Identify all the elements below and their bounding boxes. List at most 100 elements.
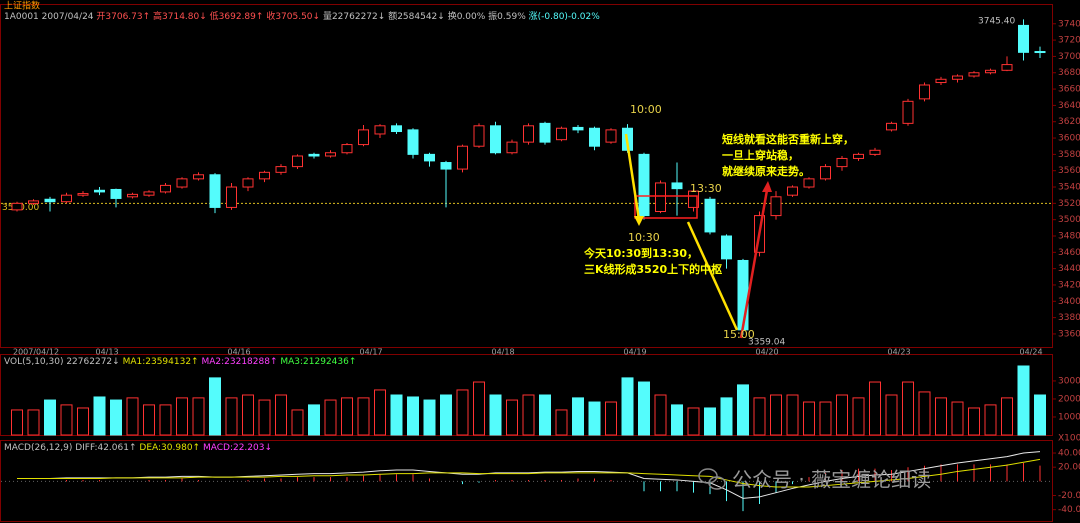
info-segment: 振0.59%: [488, 10, 526, 22]
volume-bar: [555, 409, 568, 436]
y-tick-label: 3720: [1058, 36, 1080, 46]
volume-bar: [209, 377, 221, 436]
candle-body: [110, 188, 122, 199]
y-tick-label: 3560: [1058, 166, 1080, 176]
info-segment: MACD:22.203↓: [203, 443, 272, 453]
volume-bar: [852, 397, 865, 436]
candle-body: [902, 100, 914, 124]
candle-body: [424, 153, 435, 162]
info-segment: MACD(26,12,9) DIFF:42.061↑: [4, 443, 137, 453]
volume-bar: [242, 394, 254, 436]
volume-bar: [671, 404, 683, 436]
y-tick-label: 3700: [1058, 52, 1080, 62]
candle-body: [292, 155, 303, 168]
volume-bar: [374, 389, 386, 436]
price-frame: [0, 4, 1053, 348]
volume-bar: [803, 401, 815, 436]
x-tick-label: 2007/04/12: [13, 348, 59, 357]
info-segment: 收3705.50↓: [266, 10, 320, 22]
y-tick-label: 100000: [1058, 412, 1080, 422]
volume-bar: [539, 394, 551, 436]
volume-bar: [473, 381, 485, 436]
candle-body: [374, 125, 386, 135]
candle-body: [704, 198, 716, 233]
candle-body: [589, 127, 600, 147]
candle-body: [391, 125, 402, 133]
candle-body: [952, 75, 963, 80]
candle-body: [638, 153, 650, 217]
info-segment: 涨(-0.80)-0.02%: [529, 11, 601, 22]
volume-bar: [704, 407, 716, 436]
volume-bar: [522, 394, 535, 436]
volume-bar: [407, 396, 419, 436]
volume-bar: [60, 404, 73, 436]
volume-bar: [836, 394, 848, 436]
down-arrow: [686, 221, 739, 331]
volume-bar: [489, 394, 502, 436]
pivot-box: [634, 195, 698, 219]
y-tick-label: 3440: [1058, 264, 1080, 274]
y-tick-label: 3580: [1058, 150, 1080, 160]
info-segment: 1A0001 2007/04/24: [4, 12, 96, 22]
volume-bar: [687, 407, 700, 436]
volume-bar: [935, 397, 947, 436]
candle-body: [160, 184, 171, 193]
info-line: MACD(26,12,9) DIFF:42.061↑ DEA:30.980↑ M…: [4, 443, 272, 453]
candle-body: [176, 178, 188, 188]
candle-body: [572, 126, 584, 131]
info-segment: MA1:23594132↑: [123, 357, 199, 367]
annotation: 13:30: [690, 182, 722, 195]
candle-body: [721, 235, 732, 260]
candle-body: [259, 171, 270, 180]
candle-body: [308, 153, 320, 157]
candle-body: [341, 144, 353, 154]
annotation: 就继续原来走势。: [722, 164, 810, 178]
volume-bar: [11, 409, 23, 436]
info-segment: 额2584542↓: [388, 10, 445, 22]
candle-body: [1001, 64, 1013, 71]
overlay-shapes: [624, 133, 772, 490]
info-segment: VOL(5,10,30) 22762272↓: [4, 357, 120, 367]
candle-body: [688, 190, 699, 208]
y-tick-label: 3420: [1058, 280, 1080, 290]
annotation: 三K线形成3520上下的中枢: [584, 262, 722, 276]
annotation: 3359.04: [748, 338, 785, 348]
candle-body: [143, 191, 155, 196]
chart-title: 上证指数: [4, 0, 40, 12]
volume-bar: [324, 399, 337, 436]
volume-bar: [984, 404, 997, 436]
x-tick-label: 04/16: [228, 348, 251, 357]
candle-body: [539, 122, 551, 143]
volume-bar: [44, 399, 56, 436]
wechat-icon: [698, 468, 726, 490]
info-segment: 开3706.73↑: [96, 11, 150, 22]
arrow-head: [634, 216, 644, 226]
volume-bar: [291, 409, 304, 436]
candle-body: [407, 129, 419, 155]
x-tick-label: 04/13: [96, 348, 119, 357]
volume-bar: [225, 397, 238, 436]
y-tick-label: 3480: [1058, 231, 1080, 241]
macd-line: [17, 458, 1041, 488]
annotation: 3745.40: [978, 17, 1015, 27]
volume-bar: [27, 409, 40, 436]
info-segment: 换0.00%: [448, 10, 486, 22]
y-tick-label: -40.00: [1058, 505, 1080, 515]
annotation: 短线就看这能否重新上穿，: [722, 132, 854, 146]
candle-body: [226, 186, 237, 208]
volume-bar: [308, 404, 320, 436]
candle-body: [820, 166, 831, 180]
candle-body: [1018, 24, 1029, 53]
candle-body: [127, 193, 138, 198]
info-segment: 低3692.89↑: [210, 10, 264, 22]
volume-bar: [885, 394, 898, 436]
annotation: 15:00: [723, 328, 755, 341]
volume-bar: [638, 381, 650, 436]
volume-bar: [506, 399, 518, 436]
y-tick-label: 3740: [1058, 19, 1080, 29]
candle-body: [523, 125, 534, 143]
candle-body: [556, 127, 567, 141]
y-tick-label: 3380: [1058, 313, 1080, 323]
annotation: 今天10:30到13:30，: [583, 246, 698, 260]
